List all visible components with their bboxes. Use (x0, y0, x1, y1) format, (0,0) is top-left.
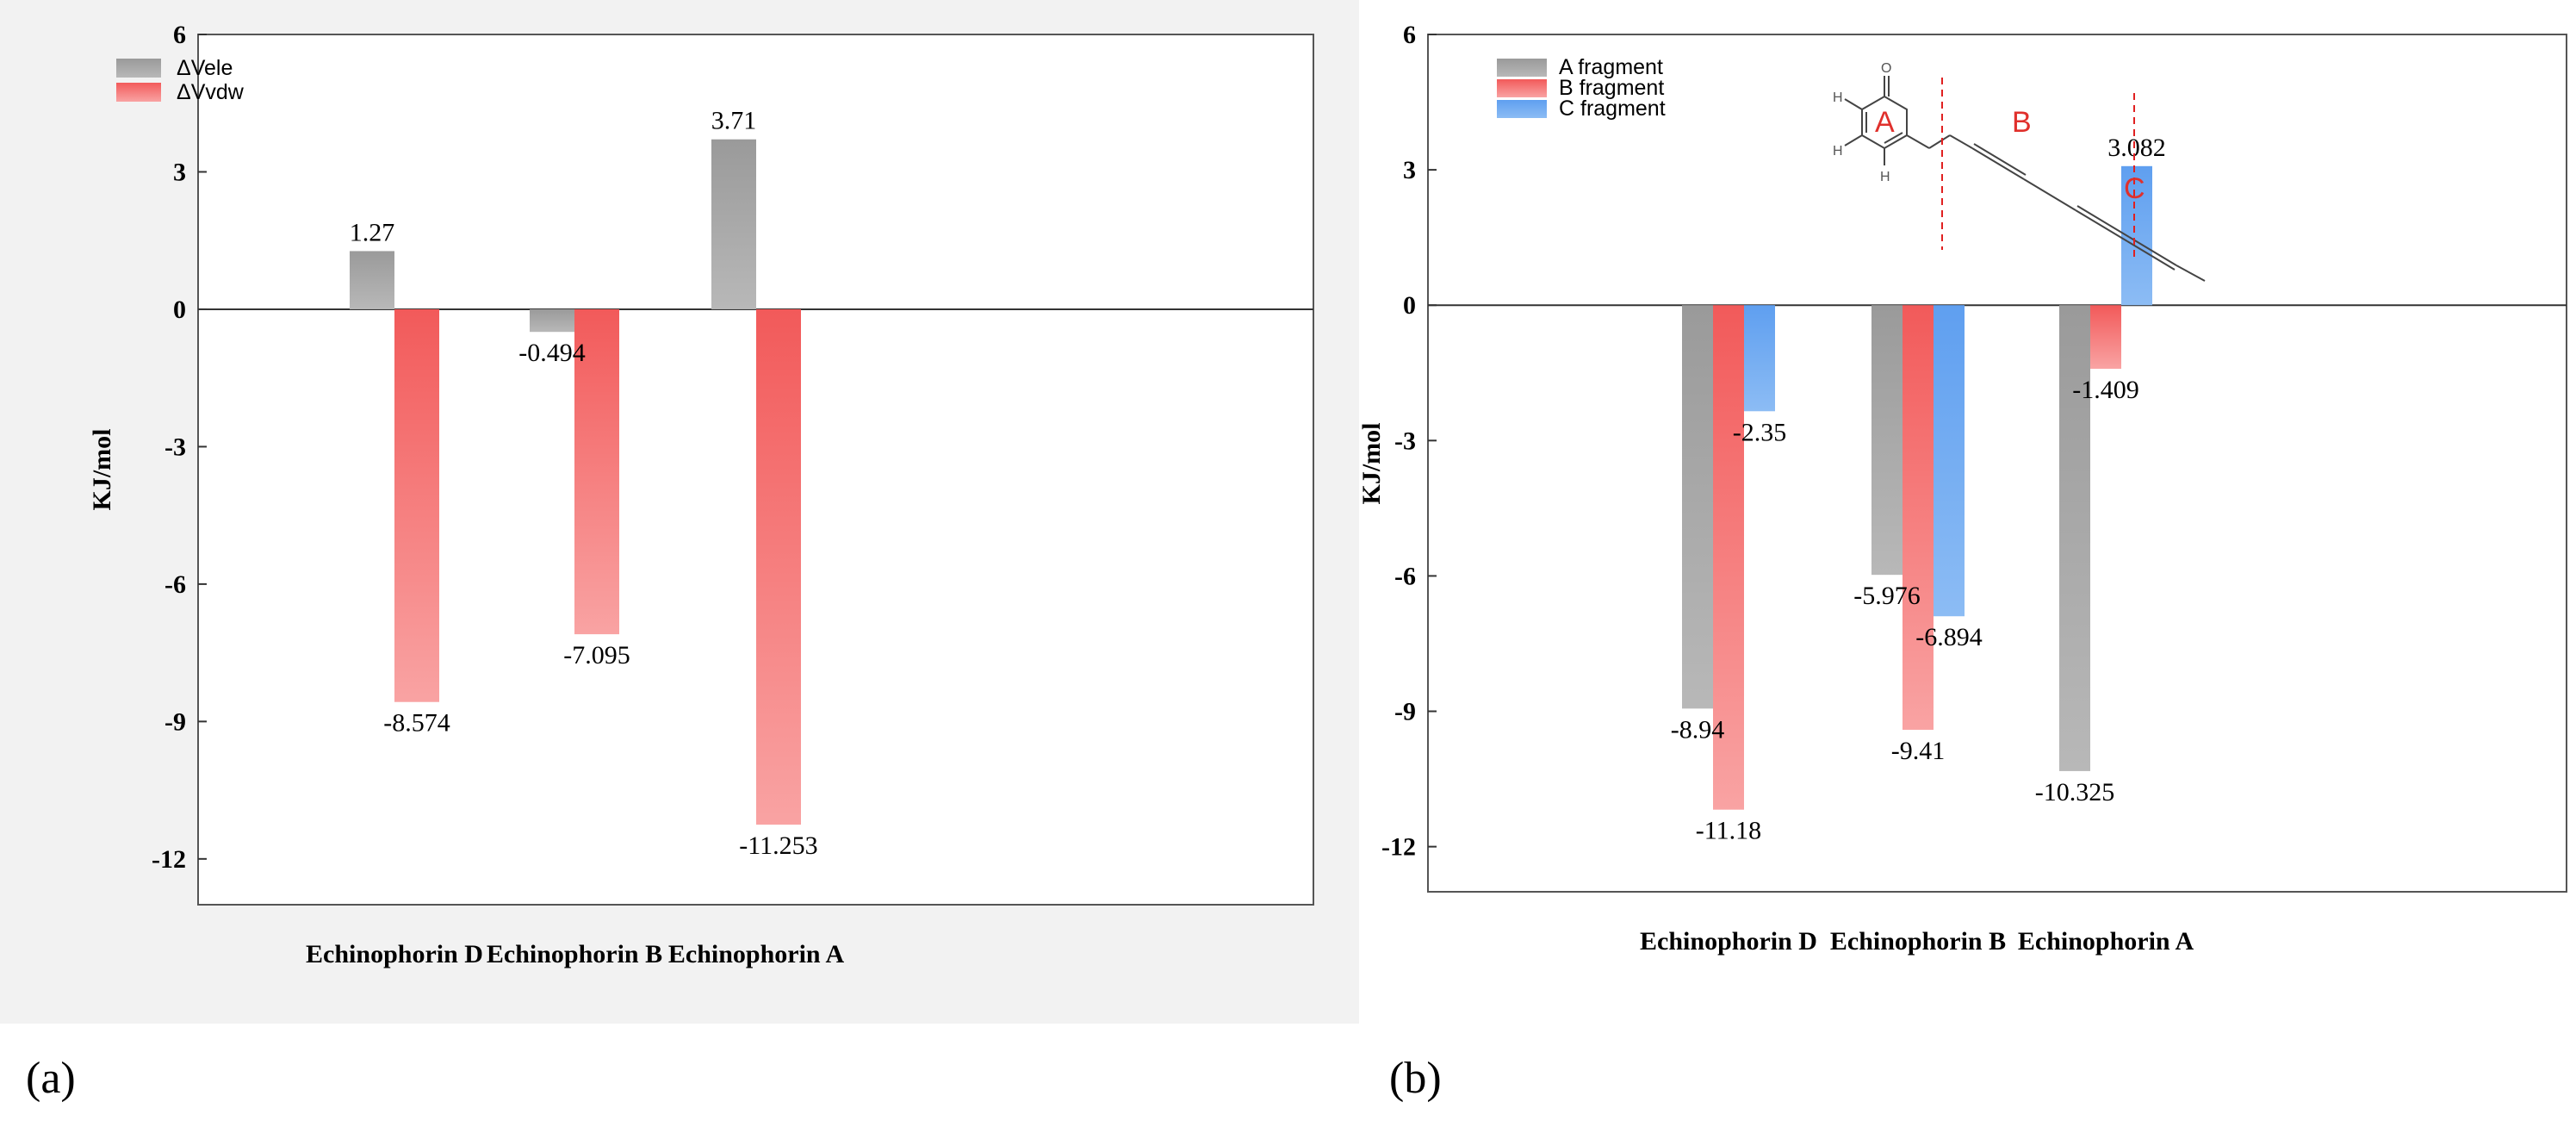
bar-vele-echinophorin-a (711, 139, 756, 309)
bar-c-fragment-echinophorin-b (1934, 305, 1965, 617)
data-label-c-fragment-echinophorin-b: -6.894 (1915, 623, 1983, 651)
h-bond (1844, 134, 1863, 146)
data-label-a-fragment-echinophorin-b: -5.976 (1853, 582, 1921, 610)
y-tick-label: 6 (1403, 21, 1416, 49)
data-label-vvdw-echinophorin-d: -8.574 (383, 709, 450, 738)
legend-swatch-vele (116, 59, 161, 78)
data-label-b-fragment-echinophorin-a: -1.409 (2072, 376, 2139, 404)
bar-a-fragment-echinophorin-d (1682, 305, 1713, 709)
bar-a-fragment-echinophorin-b (1871, 305, 1903, 576)
category-label-echinophorin-d: Echinophorin D (1640, 927, 1817, 956)
data-label-vele-echinophorin-a: 3.71 (711, 107, 757, 135)
y-tick-label: -3 (164, 433, 186, 461)
triple-bond (2126, 240, 2176, 271)
bar-b-fragment-echinophorin-a (2090, 305, 2121, 369)
data-label-b-fragment-echinophorin-d: -11.18 (1696, 817, 1761, 845)
chain-bond (2023, 178, 2076, 211)
bar-a-fragment-echinophorin-a (2059, 305, 2090, 771)
atom-label-o: O (1881, 61, 1891, 76)
bar-vele-echinophorin-d (350, 251, 394, 309)
data-label-c-fragment-echinophorin-a: 3.082 (2107, 134, 2166, 162)
atom-label-h: H (1833, 144, 1843, 159)
category-label-echinophorin-b: Echinophorin B (487, 940, 662, 968)
y-tick-label: 3 (1403, 156, 1416, 184)
bar-vvdw-echinophorin-a (756, 308, 801, 825)
category-label-echinophorin-a: Echinophorin A (668, 940, 845, 968)
fragment-label-a: A (1875, 106, 1895, 139)
data-label-vvdw-echinophorin-a: -11.253 (739, 831, 817, 860)
data-label-vele-echinophorin-b: -0.494 (518, 339, 586, 367)
legend-label-a-fragment: A fragment (1559, 55, 1663, 79)
bar-c-fragment-echinophorin-d (1744, 305, 1775, 412)
legend-label-c-fragment: C fragment (1559, 97, 1666, 121)
data-label-vele-echinophorin-d: 1.27 (350, 218, 395, 246)
y-tick-label: -9 (164, 707, 186, 736)
y-tick-label: 6 (173, 21, 186, 49)
legend-swatch-c-fragment (1497, 100, 1547, 118)
ring-double-bond (1884, 132, 1903, 144)
triple-bond (1971, 147, 2025, 180)
data-label-c-fragment-echinophorin-d: -2.35 (1733, 418, 1787, 446)
legend-label-vvdw: ΔVvdw (177, 80, 245, 104)
y-tick-label: -9 (1394, 698, 1416, 726)
chart-b-bars (1682, 165, 2152, 810)
legend-swatch-vvdw (116, 83, 161, 102)
category-label-echinophorin-d: Echinophorin D (306, 940, 483, 968)
category-label-echinophorin-a: Echinophorin A (2018, 927, 2194, 956)
bar-vele-echinophorin-b (530, 308, 574, 333)
legend-label-vele: ΔVele (177, 56, 233, 80)
fragment-label-b: B (2012, 106, 2032, 139)
data-label-b-fragment-echinophorin-b: -9.41 (1891, 737, 1946, 765)
chart-b-categories: Echinophorin D Echinophorin B Echinophorin… (1640, 927, 2194, 956)
legend-swatch-a-fragment (1497, 59, 1547, 77)
fragment-label-c: C (2124, 172, 2145, 205)
triple-bond (2128, 236, 2177, 266)
triple-bond (1973, 143, 2027, 176)
chart-b-data-labels: -8.94 -11.18 -2.35 -5.976 -9.41 -6.894 -10.325… (1671, 134, 2166, 845)
chain-bond (1949, 134, 1973, 149)
chart-b-plot-area (1427, 34, 2567, 893)
bar-b-fragment-echinophorin-d (1713, 305, 1744, 810)
chart-a-panel-label: (a) (26, 1054, 76, 1103)
chart-a: KJ/mol 6 3 0 -3 -6 -9 -12 1.27 -8.574 -0.494 -7.0… (0, 0, 1359, 1024)
data-label-a-fragment-echinophorin-d: -8.94 (1671, 715, 1725, 744)
bar-vvdw-echinophorin-d (394, 308, 439, 702)
category-label-echinophorin-b: Echinophorin B (1830, 927, 2006, 956)
chain-bond (1906, 134, 1930, 149)
triple-bond (2076, 205, 2130, 238)
chart-b-y-ticks: 6 3 0 -3 -6 -9 -12 (1381, 21, 1437, 862)
chain-bond (1928, 134, 1951, 149)
chart-a-y-ticks: 6 3 0 -3 -6 -9 -12 (152, 21, 207, 874)
y-tick-label: -12 (152, 845, 186, 874)
y-tick-label: 0 (173, 296, 186, 324)
h-bond (1844, 98, 1863, 110)
legend-swatch-b-fragment (1497, 79, 1547, 97)
molecule-structure-inset (1844, 76, 2206, 282)
atom-label-h: H (1833, 90, 1843, 105)
data-label-vvdw-echinophorin-b: -7.095 (563, 641, 630, 669)
chain-bond (2176, 265, 2206, 282)
legend-label-b-fragment: B fragment (1559, 76, 1664, 100)
chart-b: KJ/mol 6 3 0 -3 -6 -9 -12 -8.94 -11.18 -2.35 -5.9… (1357, 0, 2576, 1024)
data-label-a-fragment-echinophorin-a: -10.325 (2035, 778, 2115, 806)
chart-a-bars (350, 139, 801, 825)
y-tick-label: -6 (164, 570, 186, 599)
chart-b-panel-label: (b) (1389, 1054, 1442, 1103)
y-tick-label: -6 (1394, 562, 1416, 590)
y-tick-label: 3 (173, 158, 186, 186)
bar-vvdw-echinophorin-b (574, 308, 619, 635)
chart-a-categories: Echinophorin D Echinophorin B Echinophorin… (306, 940, 844, 968)
chart-a-y-axis-label: KJ/mol (88, 429, 116, 511)
y-tick-label: -3 (1394, 427, 1416, 455)
y-tick-label: -12 (1381, 833, 1416, 862)
bar-b-fragment-echinophorin-b (1903, 305, 1934, 730)
triple-bond (2075, 209, 2128, 242)
chart-b-y-axis-label: KJ/mol (1357, 423, 1386, 505)
chart-a-data-labels: 1.27 -8.574 -0.494 -7.095 3.71 -11.253 (350, 107, 818, 860)
atom-label-h: H (1880, 170, 1890, 184)
y-tick-label: 0 (1403, 291, 1416, 320)
